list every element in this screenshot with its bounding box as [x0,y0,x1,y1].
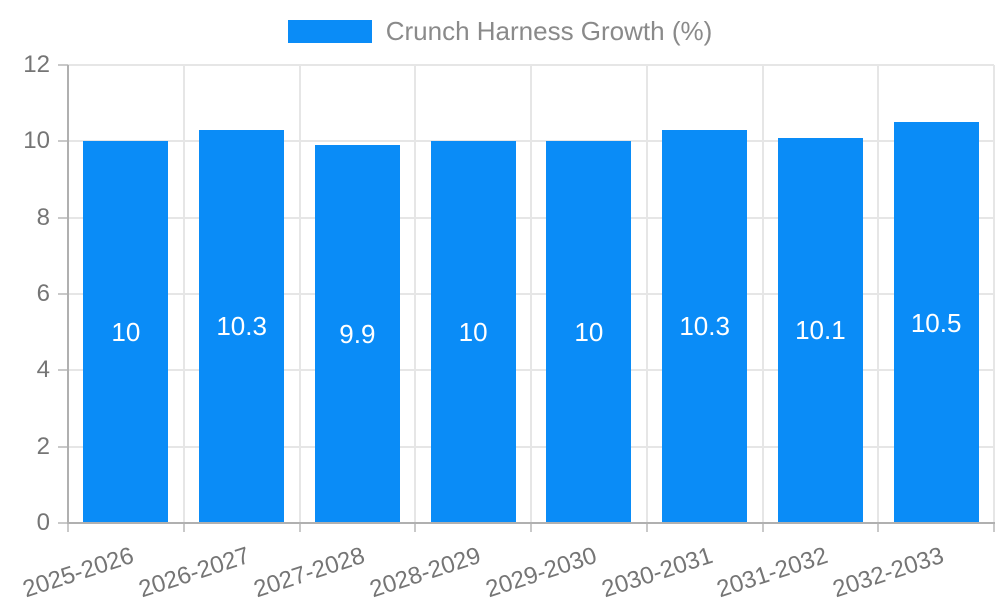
y-axis-line [67,65,69,523]
x-tickmark [530,523,532,532]
bar[interactable] [314,145,400,523]
x-gridline [761,65,764,523]
x-gridline [993,65,995,523]
y-axis-tick-label: 6 [36,280,50,307]
bar[interactable] [777,137,863,523]
x-axis-line [67,522,995,524]
x-gridline [645,65,648,523]
y-axis-tick-label: 4 [36,356,50,384]
bar[interactable] [662,129,748,523]
y-tickmark [58,445,68,448]
x-gridline [182,65,185,523]
x-tickmark [67,523,69,532]
y-axis-tick-label: 0 [36,509,50,536]
legend-label: Crunch Harness Growth (%) [385,16,713,46]
y-axis-tick-label: 8 [36,203,50,231]
bar-value-label: 10 [458,317,488,348]
bar[interactable] [83,141,169,523]
x-tickmark [298,523,301,532]
y-tickmark [58,216,68,219]
x-gridline [414,65,417,523]
y-tickmark [58,293,68,295]
bar[interactable] [199,129,285,523]
y-axis-tick-label: 12 [23,51,50,78]
bar[interactable] [430,141,516,523]
x-tickmark [993,523,995,532]
y-tickmark [58,522,68,524]
y-tickmark [58,369,68,372]
x-tickmark [414,523,417,532]
x-gridline [530,65,532,523]
x-tickmark [645,523,648,532]
bar-value-label: 10.3 [679,311,730,342]
x-gridline [298,65,301,523]
chart-legend[interactable]: Crunch Harness Growth (%) [0,18,1000,44]
y-axis-tick-label: 2 [36,432,50,460]
y-tickmark [58,140,68,143]
bar-value-label: 10 [111,317,141,348]
bar[interactable] [893,122,979,523]
bar-value-label: 9.9 [339,319,376,350]
bar-value-label: 10.3 [216,311,267,342]
x-tickmark [182,523,185,532]
bar-value-label: 10.1 [795,315,846,346]
bar[interactable] [546,141,632,523]
legend-swatch[interactable] [287,19,372,43]
y-tickmark [58,64,68,66]
x-gridline [877,65,880,523]
x-tickmark [877,523,880,532]
x-tickmark [761,523,764,532]
y-axis-tick-label: 10 [23,127,50,155]
bar-value-label: 10.5 [910,307,962,338]
bar-value-label: 10 [574,317,604,348]
